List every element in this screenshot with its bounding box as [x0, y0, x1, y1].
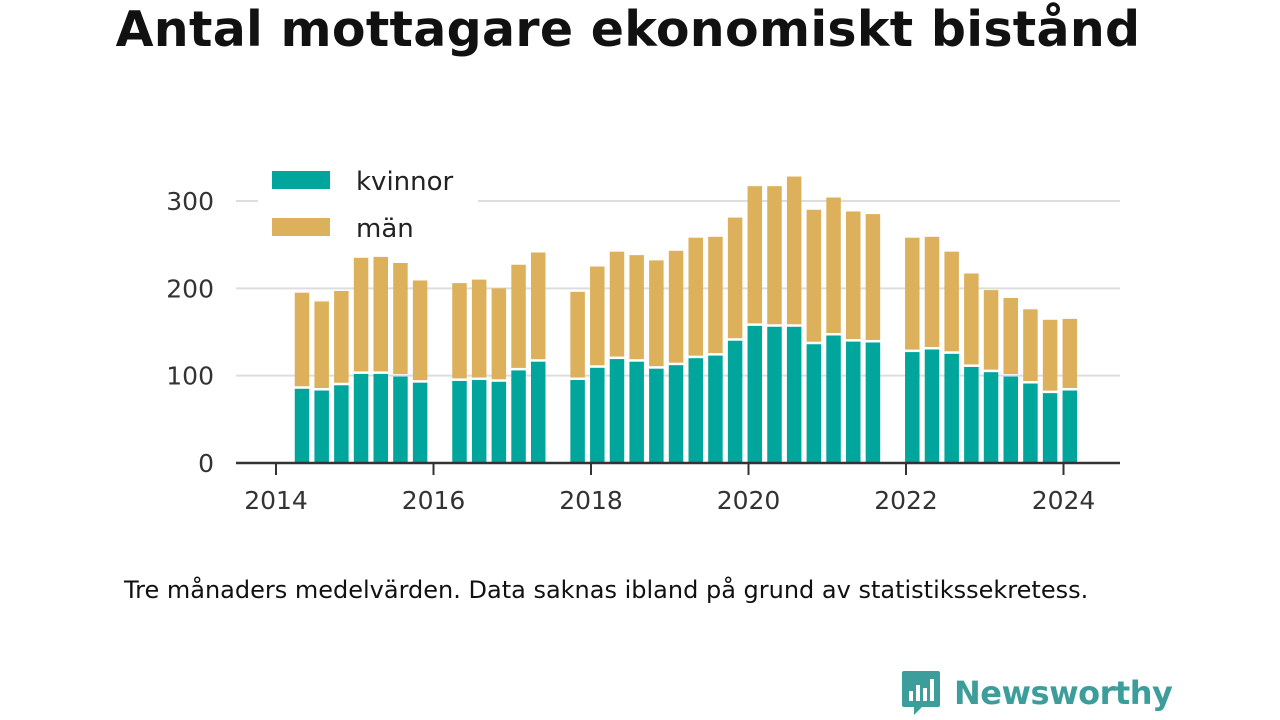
bar-kvinnor	[452, 380, 467, 463]
bar-man	[983, 290, 999, 370]
x-tick-label-2022: 2022	[874, 486, 938, 515]
bar-kvinnor	[786, 326, 802, 463]
bar-man	[727, 217, 743, 339]
bar-man	[649, 260, 664, 367]
bar-kvinnor	[727, 340, 743, 463]
bar-man	[688, 237, 703, 356]
bar-man	[452, 283, 467, 379]
bar-man	[609, 251, 625, 357]
bar-kvinnor	[924, 349, 940, 463]
bar-man	[767, 186, 782, 325]
bar-man	[1023, 309, 1038, 382]
legend-swatch-kvinnor	[272, 171, 330, 189]
bar-man	[629, 255, 644, 360]
bar-man	[511, 264, 526, 368]
bar-man	[786, 176, 802, 325]
bar-kvinnor	[1062, 390, 1078, 463]
chart-title: Antal mottagare ekonomiskt bistånd	[115, 1, 1141, 58]
bar-man	[1042, 319, 1058, 391]
bar-man	[905, 237, 920, 350]
bar-kvinnor	[708, 355, 723, 463]
bar-kvinnor	[1023, 383, 1038, 463]
chart-caption: Tre månaders medelvärden. Data saknas ib…	[124, 576, 1089, 604]
bar-kvinnor	[865, 342, 881, 463]
legend: kvinnor män	[258, 155, 478, 253]
bar-kvinnor	[393, 376, 408, 463]
bar-kvinnor	[353, 373, 369, 463]
x-tick-label-2024: 2024	[1032, 486, 1096, 515]
bar-kvinnor	[294, 388, 310, 463]
y-tick-label-300: 300	[166, 187, 214, 216]
bar-man	[708, 236, 723, 354]
bar-kvinnor	[944, 353, 959, 463]
bar-man	[944, 251, 959, 352]
y-tick-label-0: 0	[198, 449, 214, 478]
x-tick-label-2020: 2020	[717, 486, 781, 515]
legend-label-man: män	[356, 214, 414, 244]
y-tick-label-200: 200	[166, 274, 214, 303]
bar-man	[373, 256, 388, 372]
bar-man	[412, 280, 428, 381]
bar-man	[530, 252, 546, 360]
bar-kvinnor	[983, 372, 999, 463]
bar-man	[747, 186, 763, 324]
bar-kvinnor	[511, 370, 526, 463]
bar-man	[491, 288, 507, 380]
legend-swatch-man	[272, 218, 330, 236]
bar-man	[668, 250, 684, 363]
bar-man	[1062, 318, 1078, 389]
bar-kvinnor	[570, 380, 585, 463]
bar-kvinnor	[334, 385, 349, 463]
y-tick-label-100: 100	[166, 362, 214, 391]
bar-man	[334, 290, 349, 383]
bar-kvinnor	[412, 382, 428, 463]
bar-kvinnor	[1042, 393, 1058, 463]
bar-kvinnor	[314, 390, 329, 463]
bar-man	[353, 257, 369, 372]
stacked-bar-chart: 0 100 200 300 2014 2016 2018 2020 2022 2024 kvinn…	[166, 155, 1120, 515]
bar-kvinnor	[845, 341, 861, 463]
bar-kvinnor	[806, 344, 822, 463]
bar-man	[865, 214, 881, 340]
legend-label-kvinnor: kvinnor	[356, 167, 454, 197]
bar-kvinnor	[747, 325, 763, 463]
bars	[294, 176, 1078, 463]
bar-man	[590, 266, 605, 366]
bar-kvinnor	[609, 359, 625, 463]
bar-kvinnor	[905, 352, 920, 463]
bar-man	[314, 301, 329, 389]
bar-kvinnor	[491, 381, 507, 463]
bar-kvinnor	[373, 373, 388, 463]
brand-name: Newsworthy	[954, 674, 1173, 712]
bar-kvinnor	[688, 358, 703, 463]
bar-man	[924, 236, 940, 347]
brand-logo[interactable]: Newsworthy	[900, 668, 1173, 718]
bar-man	[294, 292, 310, 387]
bar-man	[471, 279, 487, 378]
bar-kvinnor	[767, 326, 782, 463]
bar-man	[1003, 297, 1018, 375]
bar-kvinnor	[964, 366, 979, 463]
axes: 0 100 200 300 2014 2016 2018 2020 2022 2024	[166, 187, 1120, 515]
bar-kvinnor	[668, 365, 684, 463]
bar-man	[964, 273, 979, 365]
bar-kvinnor	[649, 368, 664, 463]
bar-kvinnor	[530, 361, 546, 463]
bar-man	[570, 291, 585, 378]
bar-kvinnor	[471, 380, 487, 463]
bar-man	[806, 209, 822, 342]
x-tick-label-2016: 2016	[402, 486, 466, 515]
bar-man	[845, 211, 861, 340]
bar-kvinnor	[1003, 376, 1018, 463]
x-tick-label-2018: 2018	[559, 486, 623, 515]
newsworthy-logo-icon	[902, 671, 940, 715]
x-tick-label-2014: 2014	[244, 486, 308, 515]
bar-kvinnor	[590, 367, 605, 463]
bar-man	[826, 197, 841, 333]
bar-kvinnor	[629, 361, 644, 463]
bar-man	[393, 263, 408, 375]
bar-kvinnor	[826, 335, 841, 463]
